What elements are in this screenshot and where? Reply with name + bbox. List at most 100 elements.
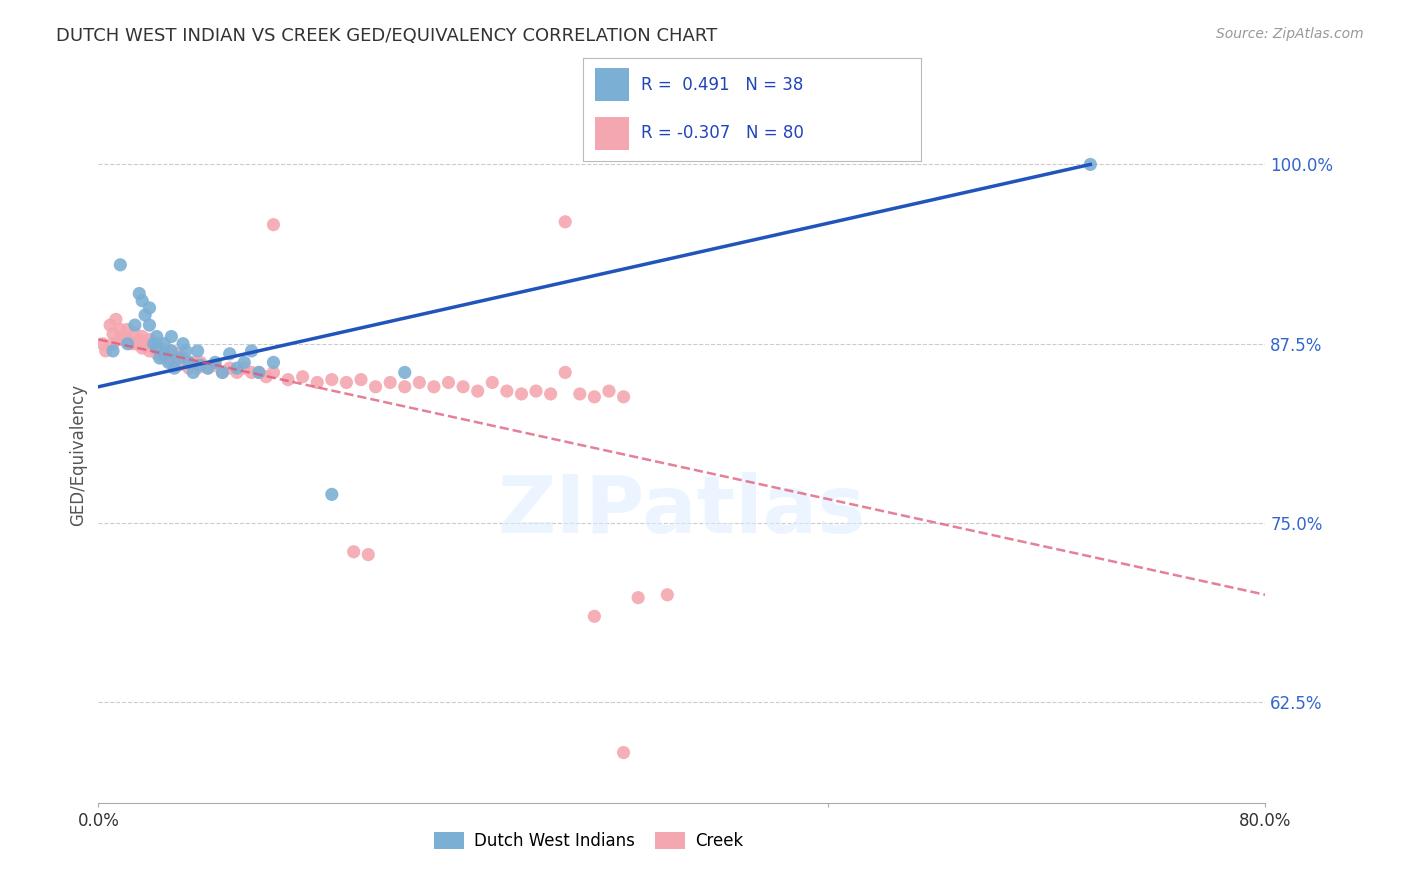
Point — [554, 366, 576, 380]
Point — [167, 347, 190, 361]
Point — [1080, 157, 1102, 171]
Point — [233, 355, 256, 369]
Point — [163, 351, 186, 365]
Point — [128, 286, 150, 301]
Point — [190, 358, 212, 372]
Point — [131, 341, 153, 355]
Point — [101, 343, 124, 358]
Point — [247, 366, 270, 380]
Point — [163, 361, 186, 376]
Point — [181, 366, 204, 380]
Point — [172, 336, 194, 351]
Point — [211, 366, 233, 380]
Point — [254, 369, 277, 384]
Point — [104, 312, 127, 326]
Point — [510, 387, 533, 401]
Point — [114, 329, 136, 343]
Point — [190, 355, 212, 369]
Point — [226, 361, 249, 376]
Point — [218, 361, 240, 376]
Point — [167, 351, 190, 365]
Point — [211, 366, 233, 380]
Point — [437, 376, 460, 390]
Point — [149, 351, 172, 365]
Point — [335, 376, 357, 390]
Point — [124, 318, 146, 332]
Point — [138, 333, 160, 347]
Point — [481, 376, 503, 390]
Point — [307, 376, 329, 390]
Point — [157, 355, 180, 369]
Point — [226, 366, 249, 380]
Point — [110, 333, 132, 347]
Point — [94, 343, 117, 358]
Point — [142, 341, 165, 355]
Point — [394, 366, 416, 380]
Point — [91, 336, 114, 351]
Point — [146, 347, 169, 361]
Point — [120, 336, 142, 351]
Point — [218, 347, 240, 361]
Point — [146, 329, 169, 343]
Point — [174, 343, 197, 358]
FancyBboxPatch shape — [595, 69, 628, 101]
Point — [146, 341, 169, 355]
Point — [138, 343, 160, 358]
Point — [177, 355, 200, 369]
Point — [240, 343, 263, 358]
Point — [394, 380, 416, 394]
Point — [204, 358, 226, 372]
Point — [174, 355, 197, 369]
Point — [554, 215, 576, 229]
Point — [423, 380, 446, 394]
Point — [101, 336, 124, 351]
Point — [583, 609, 606, 624]
Point — [117, 336, 139, 351]
Point — [167, 358, 190, 372]
Point — [262, 218, 284, 232]
Point — [657, 588, 679, 602]
Point — [160, 329, 183, 343]
Point — [134, 336, 156, 351]
Point — [149, 341, 172, 355]
Point — [451, 380, 474, 394]
Point — [540, 387, 562, 401]
Point — [124, 326, 146, 341]
Point — [233, 361, 256, 376]
Point — [612, 746, 634, 760]
Point — [153, 336, 176, 351]
Point — [197, 361, 219, 376]
Point — [524, 384, 547, 398]
Text: ZIPatlas: ZIPatlas — [498, 472, 866, 549]
Point — [204, 355, 226, 369]
Point — [496, 384, 519, 398]
Point — [117, 322, 139, 336]
Point — [321, 373, 343, 387]
Point — [568, 387, 591, 401]
Point — [627, 591, 650, 605]
Point — [131, 329, 153, 343]
Point — [134, 308, 156, 322]
Point — [157, 347, 180, 361]
Point — [124, 336, 146, 351]
Point — [172, 351, 194, 365]
Point — [128, 333, 150, 347]
Text: DUTCH WEST INDIAN VS CREEK GED/EQUIVALENCY CORRELATION CHART: DUTCH WEST INDIAN VS CREEK GED/EQUIVALEN… — [56, 27, 717, 45]
Point — [146, 336, 169, 351]
FancyBboxPatch shape — [595, 118, 628, 150]
Point — [467, 384, 489, 398]
Point — [321, 487, 343, 501]
Point — [277, 373, 299, 387]
Point — [177, 361, 200, 376]
Point — [160, 355, 183, 369]
Point — [131, 293, 153, 308]
Point — [110, 258, 132, 272]
Point — [98, 318, 121, 332]
Y-axis label: GED/Equivalency: GED/Equivalency — [69, 384, 87, 526]
Point — [343, 545, 366, 559]
Text: Source: ZipAtlas.com: Source: ZipAtlas.com — [1216, 27, 1364, 41]
Point — [583, 390, 606, 404]
Point — [262, 355, 284, 369]
Point — [187, 343, 209, 358]
Point — [350, 373, 373, 387]
